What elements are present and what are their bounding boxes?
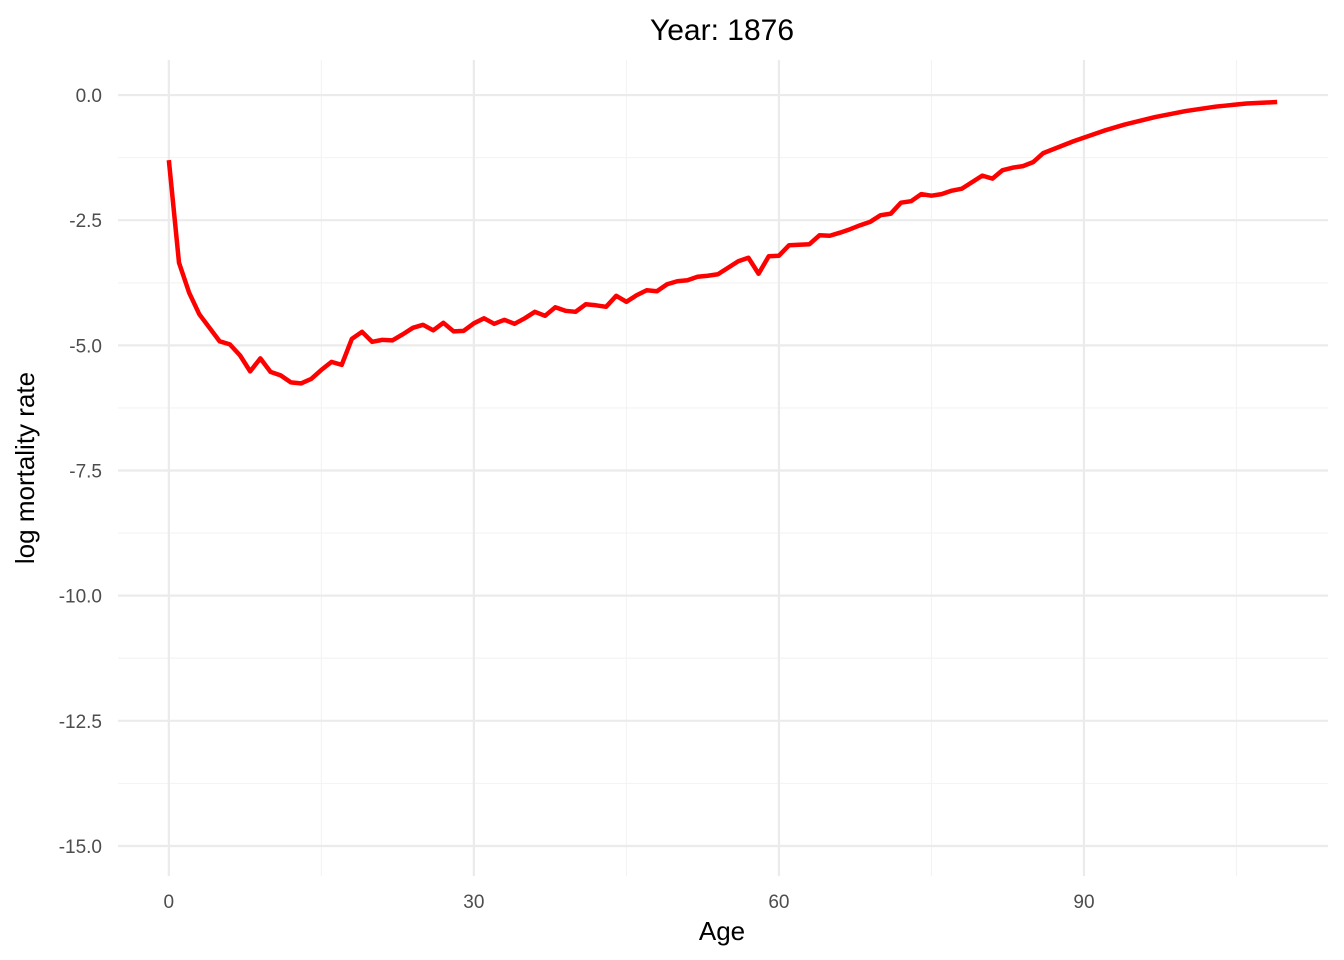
x-tick-label: 30 (463, 892, 484, 913)
y-tick-label: -7.5 (69, 462, 102, 483)
y-tick-label: -2.5 (69, 211, 102, 232)
chart-title: Year: 1876 (650, 14, 794, 47)
x-axis-title: Age (699, 916, 745, 946)
x-axis-tick-labels: 0 30 60 90 (164, 892, 1095, 913)
mortality-series-line (166, 99, 1278, 386)
minor-gridlines (118, 60, 1328, 876)
y-tick-label: -10.0 (59, 587, 102, 608)
y-tick-label: -5.0 (69, 336, 102, 357)
major-gridlines (118, 60, 1328, 876)
series-layer (166, 99, 1278, 386)
x-tick-label: 0 (164, 892, 175, 913)
y-axis-tick-labels: 0.0 -2.5 -5.0 -7.5 -10.0 -12.5 -15.0 (59, 86, 102, 858)
y-tick-label: 0.0 (76, 86, 102, 107)
y-tick-label: -12.5 (59, 712, 102, 733)
y-tick-label: -15.0 (59, 837, 102, 858)
x-tick-label: 60 (768, 892, 789, 913)
y-axis-title: log mortality rate (10, 372, 40, 564)
x-tick-label: 90 (1073, 892, 1094, 913)
